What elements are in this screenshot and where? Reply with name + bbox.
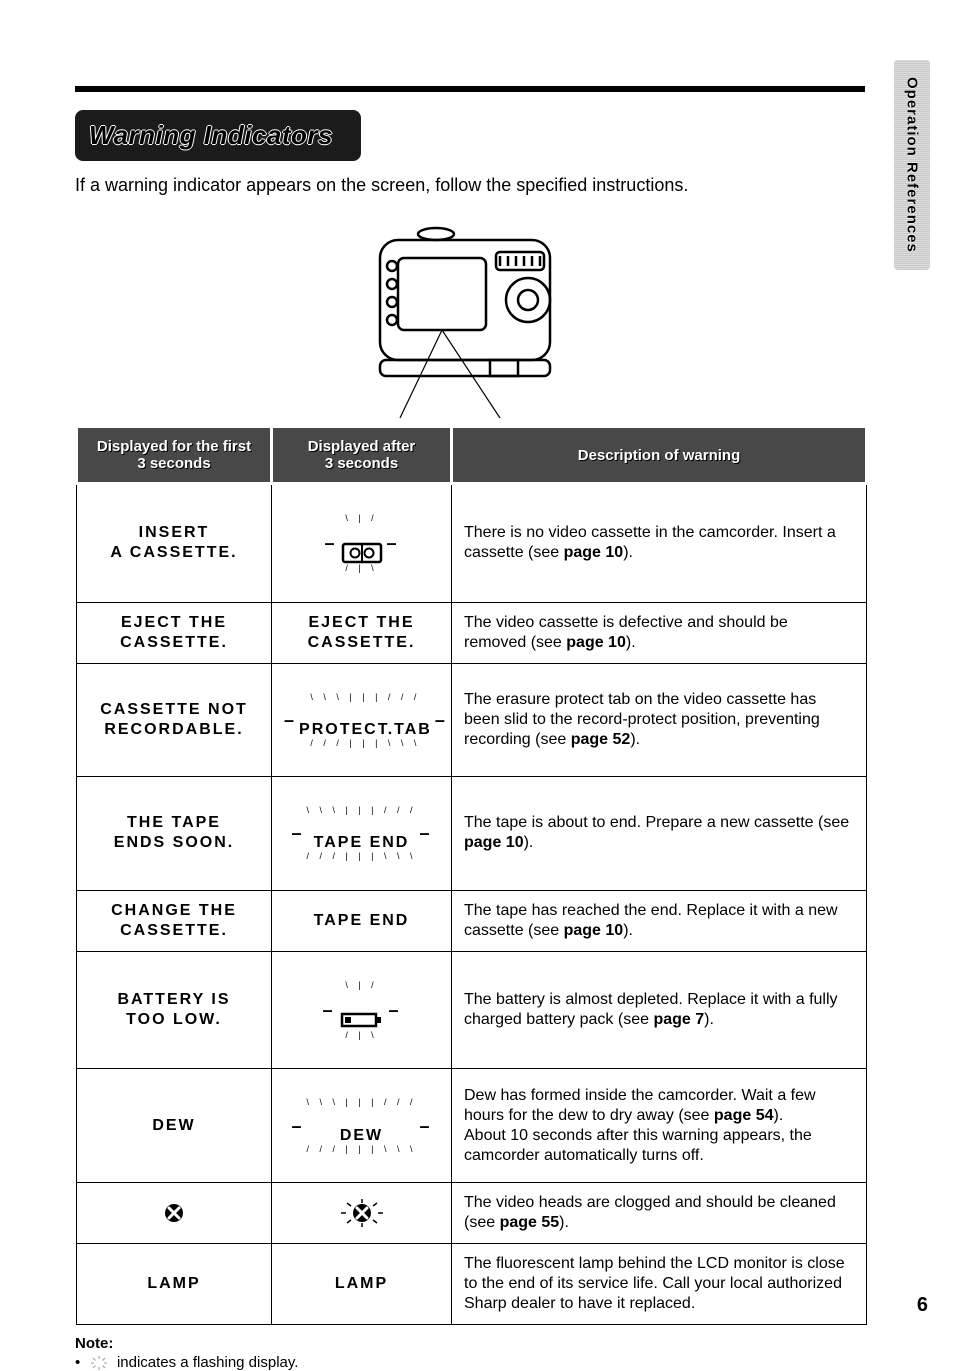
page-content: Warning Indicators If a warning indicato… bbox=[75, 86, 875, 1371]
section-heading: Warning Indicators bbox=[75, 110, 361, 161]
top-rule bbox=[75, 86, 865, 92]
th-col3: Description of warning bbox=[452, 427, 867, 484]
cell-after-3s: – \ \ \ | | | / / / PROTECT.TAB / / / | … bbox=[272, 663, 452, 777]
cell-after-3s: – \ \ \ | | | / / / DEW / / / | | | \ \ … bbox=[272, 1069, 452, 1183]
cell-description: There is no video cassette in the camcor… bbox=[452, 484, 867, 603]
cell-first-3s: INSERT A CASSETTE. bbox=[77, 484, 272, 603]
cell-after-3s: – \ | / / | \ – bbox=[272, 951, 452, 1069]
table-row: THE TAPE ENDS SOON. – \ \ \ | | | / / / … bbox=[77, 777, 867, 891]
cell-description: Dew has formed inside the camcorder. Wai… bbox=[452, 1069, 867, 1183]
cell-after-3s: LAMP bbox=[272, 1243, 452, 1324]
warning-table: Displayed for the first 3 seconds Displa… bbox=[75, 425, 868, 1325]
table-row: CHANGE THE CASSETTE.TAPE ENDThe tape has… bbox=[77, 890, 867, 951]
side-tab-label: Operation References bbox=[904, 77, 921, 253]
camcorder-illustration bbox=[75, 210, 865, 425]
cell-first-3s: CASSETTE NOT RECORDABLE. bbox=[77, 663, 272, 777]
cell-description: The fluorescent lamp behind the LCD moni… bbox=[452, 1243, 867, 1324]
cell-first-3s: LAMP bbox=[77, 1243, 272, 1324]
th-col1: Displayed for the first 3 seconds bbox=[77, 427, 272, 484]
table-row: LAMPLAMPThe fluorescent lamp behind the … bbox=[77, 1243, 867, 1324]
cell-description: The video cassette is defective and shou… bbox=[452, 602, 867, 663]
cell-description: The video heads are clogged and should b… bbox=[452, 1182, 867, 1243]
cell-first-3s: EJECT THE CASSETTE. bbox=[77, 602, 272, 663]
intro-text: If a warning indicator appears on the sc… bbox=[75, 175, 875, 196]
cell-first-3s: CHANGE THE CASSETTE. bbox=[77, 890, 272, 951]
table-row: BATTERY IS TOO LOW. – \ | / / | \ – The … bbox=[77, 951, 867, 1069]
side-tab-operation-references: Operation References bbox=[894, 60, 930, 270]
table-row: EJECT THE CASSETTE.EJECT THE CASSETTE.Th… bbox=[77, 602, 867, 663]
cell-after-3s: – \ | / / | \ – bbox=[272, 484, 452, 603]
table-row: DEW – \ \ \ | | | / / / DEW / / / | | | … bbox=[77, 1069, 867, 1183]
note-label: Note: bbox=[75, 1335, 113, 1352]
note-block: Note: • indicates a flashing display. bbox=[75, 1335, 875, 1371]
cell-description: The tape has reached the end. Replace it… bbox=[452, 890, 867, 951]
th-col2: Displayed after 3 seconds bbox=[272, 427, 452, 484]
cell-after-3s: EJECT THE CASSETTE. bbox=[272, 602, 452, 663]
page-number: 6 bbox=[917, 1294, 928, 1317]
cell-after-3s: – \ \ \ | | | / / / TAPE END / / / | | |… bbox=[272, 777, 452, 891]
cell-first-3s: BATTERY IS TOO LOW. bbox=[77, 951, 272, 1069]
table-header-row: Displayed for the first 3 seconds Displa… bbox=[77, 427, 867, 484]
table-row: INSERT A CASSETTE. – \ | / / | \ – There… bbox=[77, 484, 867, 603]
cell-after-3s: TAPE END bbox=[272, 890, 452, 951]
cell-description: The erasure protect tab on the video cas… bbox=[452, 663, 867, 777]
cell-first-3s: DEW bbox=[77, 1069, 272, 1183]
cell-description: The battery is almost depleted. Replace … bbox=[452, 951, 867, 1069]
cell-after-3s bbox=[272, 1182, 452, 1243]
table-row: CASSETTE NOT RECORDABLE. – \ \ \ | | | /… bbox=[77, 663, 867, 777]
cell-description: The tape is about to end. Prepare a new … bbox=[452, 777, 867, 891]
cell-first-3s bbox=[77, 1182, 272, 1243]
table-row: The video heads are clogged and should b… bbox=[77, 1182, 867, 1243]
cell-first-3s: THE TAPE ENDS SOON. bbox=[77, 777, 272, 891]
